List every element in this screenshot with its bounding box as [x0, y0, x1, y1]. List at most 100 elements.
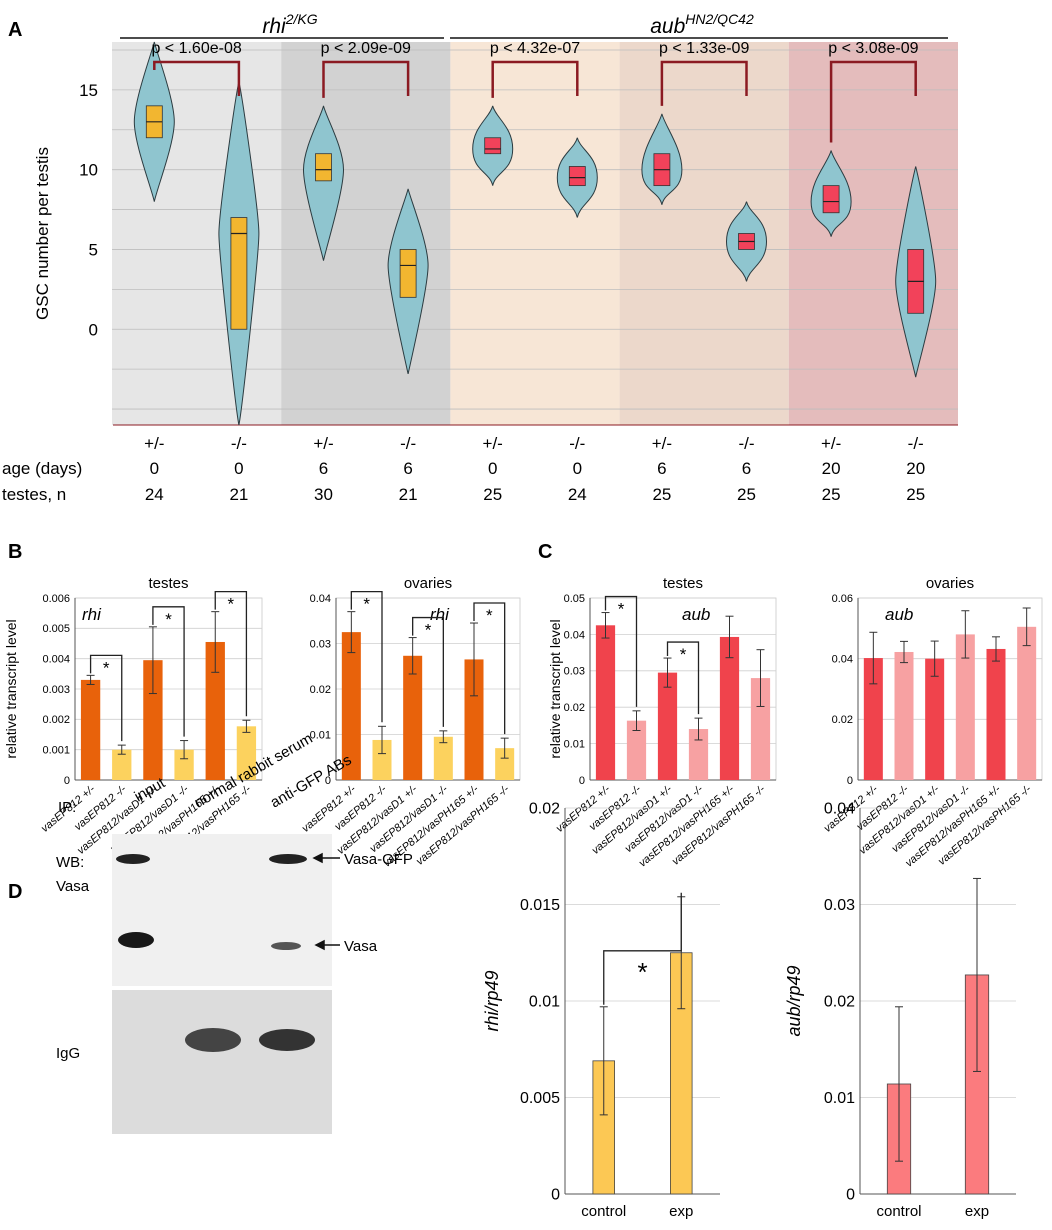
genotype-label: +/-	[483, 434, 503, 453]
panel-a-background-band	[788, 42, 958, 425]
y-tick-label: 0.02	[529, 801, 560, 818]
n-value: 21	[399, 485, 418, 504]
gene-label: rhi	[82, 605, 102, 624]
y-tick-label: 0.02	[824, 994, 855, 1011]
y-tick-label: 5	[89, 240, 98, 259]
y-tick-label: 0	[846, 1187, 855, 1204]
x-tick-label: exp	[965, 1203, 989, 1220]
p-value-label: p < 1.60e-08	[151, 40, 241, 57]
n-value: 25	[822, 485, 841, 504]
y-axis-label: relative transcript level	[3, 619, 19, 758]
y-tick-label: 0.02	[564, 702, 585, 714]
p-value-label: p < 1.33e-09	[659, 40, 749, 57]
bar	[341, 632, 361, 780]
significance-bracket	[604, 595, 638, 707]
bar	[719, 636, 740, 780]
y-tick-label: 0	[325, 775, 331, 787]
y-tick-label: 0.01	[564, 738, 585, 750]
bar	[986, 648, 1006, 780]
y-tick-label: 0.01	[310, 729, 331, 741]
bar	[403, 655, 423, 780]
violin	[302, 105, 345, 261]
y-tick-label: 0.015	[520, 897, 560, 914]
panel-a-background-band	[281, 42, 451, 425]
panel-a-background-band	[450, 42, 620, 425]
n-value: 25	[652, 485, 671, 504]
band-gfp-vasa-gfp	[269, 854, 307, 864]
significance-bracket	[666, 641, 700, 715]
significance-bracket	[473, 602, 506, 735]
box	[399, 249, 417, 298]
genotype-label: -/-	[400, 434, 416, 453]
y-tick-label: 0.05	[564, 593, 585, 605]
age-value: 0	[150, 459, 159, 478]
y-axis-label: relative transcript level	[547, 619, 563, 758]
band-label-vasa-gfp: Vasa-GFP	[344, 851, 413, 868]
y-tick-label: 10	[79, 161, 98, 180]
chart-title: testes	[148, 575, 188, 592]
box	[568, 166, 586, 187]
box	[230, 217, 248, 330]
bar	[495, 748, 515, 780]
box	[484, 137, 502, 155]
box	[822, 185, 840, 214]
y-axis-label: GSC number per testis	[33, 147, 52, 320]
y-tick-label: 0.02	[832, 714, 853, 726]
plot-frame	[589, 597, 777, 781]
age-value: 6	[742, 459, 751, 478]
bar	[112, 749, 132, 780]
bar-chart-d-rhi: 0 0.005 0.01 0.015 0.02 rhi/rp49 control exp *	[482, 801, 720, 1220]
ip-label: IP:	[58, 799, 76, 816]
y-tick-label: 0.002	[42, 714, 70, 726]
gene-label: rhi	[430, 605, 450, 624]
arrow-vasa-gfp	[312, 852, 340, 864]
bar-chart-d-aub: 0 0.01 0.02 0.03 0.04 aub/rp49 control exp	[784, 801, 1016, 1220]
genotype-label: -/-	[908, 434, 924, 453]
y-tick-label: 0.01	[824, 1090, 855, 1107]
significance-star: *	[618, 600, 625, 619]
n-row-label: testes, n	[2, 485, 66, 504]
arrow-vasa	[314, 939, 340, 951]
y-tick-label: 0.001	[42, 745, 70, 757]
significance-star: *	[363, 595, 370, 614]
y-tick-label: 0.04	[824, 801, 855, 818]
bar	[595, 625, 616, 780]
y-tick-label: 0.003	[42, 684, 70, 696]
panel-label-b: B	[8, 541, 22, 563]
y-tick-label: 0.02	[310, 684, 331, 696]
p-value-bracket	[829, 60, 917, 143]
bar	[372, 739, 392, 780]
igg-label: IgG	[56, 1045, 80, 1062]
bar	[657, 672, 678, 780]
p-value-bracket	[660, 60, 748, 106]
significance-star: *	[425, 621, 432, 640]
significance-bracket	[350, 591, 383, 723]
p-value-bracket	[322, 60, 410, 98]
genotype-label: +/-	[821, 434, 841, 453]
genotype-label: -/-	[231, 434, 247, 453]
bar-chart-c-testes: 0 0.01 0.02 0.03 0.04 0.05 testes relative tran…	[547, 575, 777, 870]
band-input-vasa	[118, 932, 154, 948]
chart-title: testes	[663, 575, 703, 592]
n-value: 25	[906, 485, 925, 504]
significance-star: *	[680, 645, 687, 664]
y-tick-label: 0.03	[564, 666, 585, 678]
bar	[205, 641, 225, 780]
bar	[863, 658, 883, 780]
bar	[464, 659, 484, 780]
bar	[955, 634, 975, 780]
band-label-vasa: Vasa	[344, 938, 378, 955]
n-value: 24	[568, 485, 587, 504]
genotype-label: +/-	[652, 434, 672, 453]
y-tick-label: 0.004	[42, 654, 70, 666]
age-value: 0	[488, 459, 497, 478]
age-value: 20	[822, 459, 841, 478]
p-value-bracket	[491, 60, 579, 98]
bar	[174, 749, 194, 780]
bar	[750, 678, 771, 780]
y-tick-label: 0	[551, 1187, 560, 1204]
significance-star: *	[486, 606, 493, 625]
western-blot: IP: input normal rabbit serum anti-GFP A…	[56, 730, 413, 1134]
y-tick-label: 0.005	[42, 623, 70, 635]
